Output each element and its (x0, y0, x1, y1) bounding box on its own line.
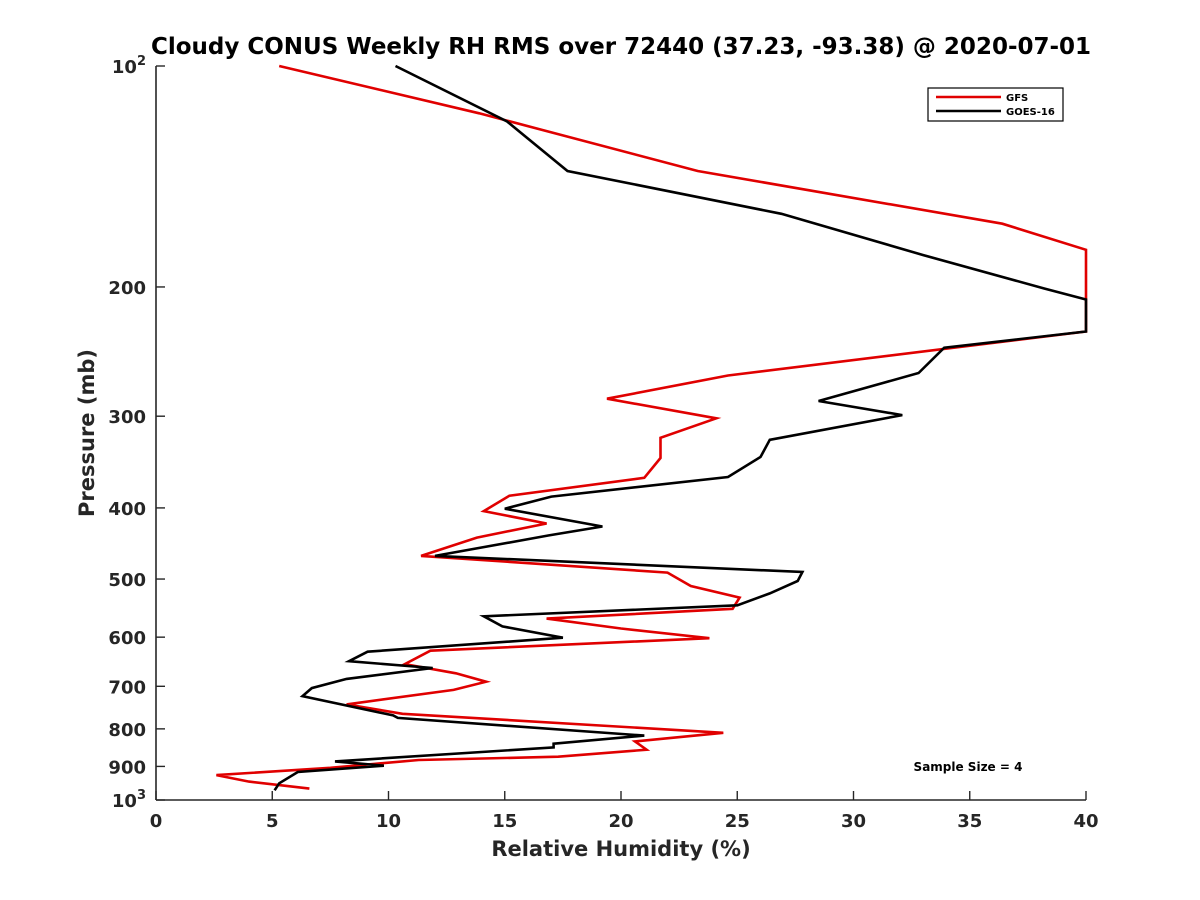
y-tick-label: 102 (112, 54, 146, 78)
series-layer (216, 64, 1088, 792)
legend-box (927, 87, 1064, 122)
series-line-goes-16 (273, 64, 1088, 792)
x-tick-label: 15 (492, 811, 517, 832)
y-tick-label: 900 (108, 757, 146, 778)
axes (155, 65, 1087, 801)
x-tick-label: 10 (376, 811, 401, 832)
y-tick-label: 300 (108, 407, 146, 428)
y-tick-label: 700 (108, 677, 146, 698)
x-tick-label: 25 (725, 811, 750, 832)
y-tick-label: 500 (108, 570, 146, 591)
legend: GFS GOES-16 (927, 87, 1064, 122)
y-tick-label: 103 (112, 788, 146, 812)
x-tick-label: 40 (1073, 811, 1098, 832)
x-tick-label: 35 (957, 811, 982, 832)
x-tick-label: 0 (150, 811, 163, 832)
x-tick-label: 30 (841, 811, 866, 832)
chart-title: Cloudy CONUS Weekly RH RMS over 72440 (3… (151, 34, 1091, 60)
legend-entry: GOES-16 (1006, 107, 1055, 118)
y-tick-label: 400 (108, 499, 146, 520)
legend-entry: GFS (1006, 93, 1028, 104)
y-axis-label: Pressure (mb) (75, 349, 99, 517)
series-line-gfs (216, 64, 1088, 790)
y-tick-label: 200 (108, 278, 146, 299)
y-tick-label: 600 (108, 628, 146, 649)
y-tick-label: 800 (108, 720, 146, 741)
sample-size-annotation: Sample Size = 4 (914, 760, 1023, 774)
x-tick-labels: 0 5 10 15 20 25 30 35 40 (150, 811, 1099, 832)
x-axis-label: Relative Humidity (%) (491, 837, 750, 861)
y-tick-labels: 102 200 300 400 500 600 700 800 900 103 (108, 54, 146, 812)
x-tick-label: 20 (608, 811, 633, 832)
x-tick-label: 5 (266, 811, 279, 832)
